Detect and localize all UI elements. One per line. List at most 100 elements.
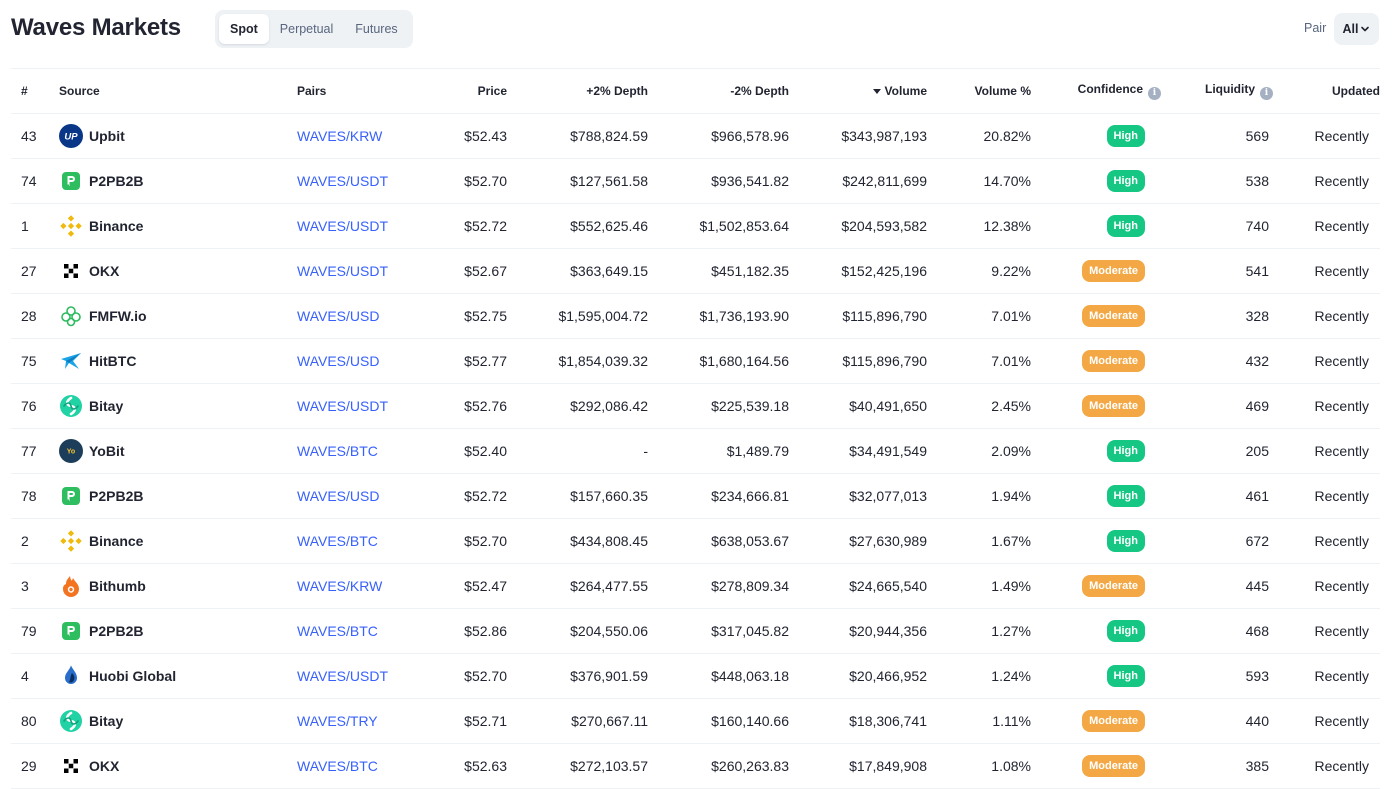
pair-link[interactable]: WAVES/USDT <box>297 173 389 189</box>
source-name[interactable]: P2PB2B <box>89 173 144 189</box>
depth-plus-cell: $157,660.35 <box>570 488 648 504</box>
pair-link[interactable]: WAVES/BTC <box>297 443 378 459</box>
rank-cell: 77 <box>21 443 37 459</box>
pair-link[interactable]: WAVES/BTC <box>297 623 378 639</box>
tab-spot[interactable]: Spot <box>219 14 269 44</box>
pair-link[interactable]: WAVES/USDT <box>297 668 389 684</box>
volume-cell: $204,593,582 <box>841 218 927 234</box>
col-volume-label: Volume <box>884 84 927 98</box>
svg-text:UP: UP <box>64 132 78 143</box>
liquidity-cell: 205 <box>1245 443 1269 459</box>
depth-plus-cell: $788,824.59 <box>570 128 648 144</box>
confidence-badge: Moderate <box>1082 260 1145 282</box>
pair-link[interactable]: WAVES/USDT <box>297 398 389 414</box>
volume-pct-cell: 7.01% <box>991 353 1031 369</box>
table-row: 4 Huobi Global WAVES/USDT $52.70 $376,90… <box>11 654 1380 699</box>
confidence-cell: High <box>1031 654 1161 699</box>
source-cell[interactable]: Bitay <box>59 699 297 744</box>
source-cell[interactable]: Huobi Global <box>59 654 297 699</box>
confidence-cell: High <box>1031 159 1161 204</box>
price-cell: $52.75 <box>464 308 507 324</box>
source-cell[interactable]: Binance <box>59 519 297 564</box>
source-name[interactable]: HitBTC <box>89 353 137 369</box>
source-cell[interactable]: Yo YoBit <box>59 429 297 474</box>
updated-cell: Recently <box>1314 533 1369 549</box>
col-price-header[interactable]: Price <box>477 84 507 98</box>
confidence-cell: Moderate <box>1031 564 1161 609</box>
pair-link[interactable]: WAVES/USD <box>297 488 380 504</box>
source-cell[interactable]: Bithumb <box>59 564 297 609</box>
source-name[interactable]: FMFW.io <box>89 308 147 324</box>
col-liquidity-header[interactable]: Liquidity i <box>1161 69 1273 114</box>
col-confidence-header[interactable]: Confidence i <box>1031 69 1161 114</box>
pair-link[interactable]: WAVES/TRY <box>297 713 378 729</box>
pair-filter-dropdown[interactable]: All <box>1334 13 1379 45</box>
col-updated-header[interactable]: Updated <box>1332 84 1380 98</box>
pair-cell: WAVES/USDT <box>297 159 422 204</box>
pair-cell: WAVES/USD <box>297 339 422 384</box>
tab-perpetual[interactable]: Perpetual <box>279 22 334 36</box>
pair-link[interactable]: WAVES/USDT <box>297 218 389 234</box>
confidence-cell: High <box>1031 114 1161 159</box>
source-name[interactable]: Bitay <box>89 713 124 729</box>
source-cell[interactable]: OKX <box>59 249 297 294</box>
table-row: 27 OKX WAVES/USDT $52.67 $363,649.15 $45… <box>11 249 1380 294</box>
updated-cell: Recently <box>1314 668 1369 684</box>
updated-cell: Recently <box>1314 128 1369 144</box>
depth-plus-cell: $204,550.06 <box>570 623 648 639</box>
source-cell[interactable]: P2PB2B <box>59 609 297 654</box>
updated-cell: Recently <box>1314 488 1369 504</box>
col-rank-header[interactable]: # <box>21 84 28 98</box>
pair-link[interactable]: WAVES/USD <box>297 353 380 369</box>
source-name[interactable]: OKX <box>89 758 120 774</box>
source-name[interactable]: Upbit <box>89 128 125 144</box>
col-pairs-header[interactable]: Pairs <box>297 84 327 98</box>
source-cell[interactable]: OKX <box>59 744 297 789</box>
svg-text:Yo: Yo <box>67 449 75 456</box>
volume-pct-cell: 2.45% <box>991 398 1031 414</box>
pair-link[interactable]: WAVES/BTC <box>297 758 378 774</box>
pair-link[interactable]: WAVES/BTC <box>297 533 378 549</box>
volume-cell: $17,849,908 <box>849 758 927 774</box>
source-name[interactable]: P2PB2B <box>89 623 144 639</box>
info-icon[interactable]: i <box>1148 86 1161 100</box>
source-name[interactable]: Binance <box>89 218 144 234</box>
info-icon[interactable]: i <box>1260 86 1273 100</box>
col-volume-pct-header[interactable]: Volume % <box>974 84 1031 98</box>
liquidity-cell: 469 <box>1245 398 1269 414</box>
source-name[interactable]: Bitay <box>89 398 124 414</box>
source-name[interactable]: Bithumb <box>89 578 146 594</box>
source-cell[interactable]: Binance <box>59 204 297 249</box>
liquidity-cell: 461 <box>1245 488 1269 504</box>
source-cell[interactable]: Bitay <box>59 384 297 429</box>
col-volume-header[interactable]: Volume <box>789 69 927 114</box>
binance-logo-icon <box>59 529 83 553</box>
source-name[interactable]: Binance <box>89 533 144 549</box>
yobit-logo-icon: Yo <box>59 439 83 463</box>
liquidity-cell: 740 <box>1245 218 1269 234</box>
source-name[interactable]: P2PB2B <box>89 488 144 504</box>
pair-link[interactable]: WAVES/USD <box>297 308 380 324</box>
pair-cell: WAVES/BTC <box>297 744 422 789</box>
col-depth-minus-header[interactable]: -2% Depth <box>730 84 789 98</box>
source-name[interactable]: Huobi Global <box>89 668 177 684</box>
source-cell[interactable]: FMFW.io <box>59 294 297 339</box>
col-source-header[interactable]: Source <box>59 84 100 98</box>
col-depth-plus-header[interactable]: +2% Depth <box>586 84 648 98</box>
source-name[interactable]: YoBit <box>89 443 125 459</box>
source-cell[interactable]: HitBTC <box>59 339 297 384</box>
confidence-cell: Moderate <box>1031 249 1161 294</box>
source-cell[interactable]: P2PB2B <box>59 474 297 519</box>
source-cell[interactable]: P2PB2B <box>59 159 297 204</box>
depth-minus-cell: $1,680,164.56 <box>699 353 789 369</box>
source-cell[interactable]: UP Upbit <box>59 114 297 159</box>
updated-cell: Recently <box>1314 713 1369 729</box>
tab-futures[interactable]: Futures <box>355 22 398 36</box>
huobi-logo-icon <box>59 664 83 688</box>
pair-link[interactable]: WAVES/USDT <box>297 263 389 279</box>
source-name[interactable]: OKX <box>89 263 120 279</box>
liquidity-cell: 541 <box>1245 263 1269 279</box>
updated-cell: Recently <box>1314 398 1369 414</box>
pair-link[interactable]: WAVES/KRW <box>297 128 383 144</box>
pair-link[interactable]: WAVES/KRW <box>297 578 383 594</box>
